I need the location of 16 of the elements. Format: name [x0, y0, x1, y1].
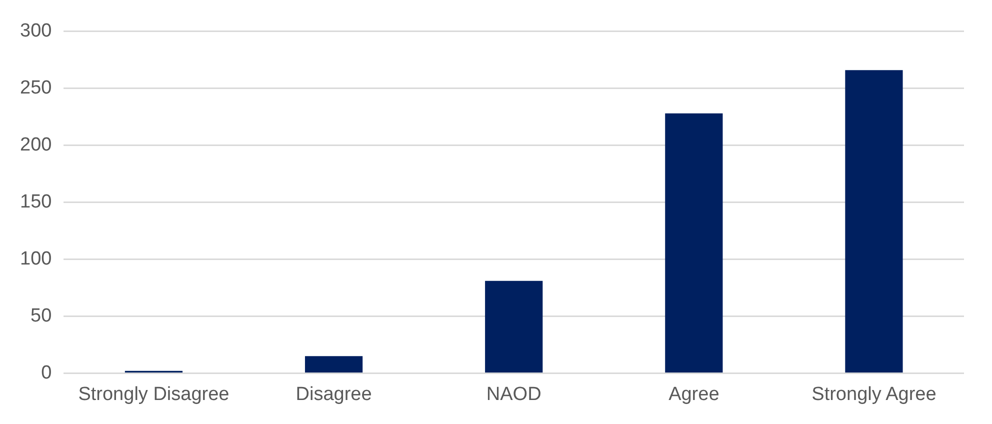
bar: [845, 70, 903, 372]
bar: [304, 356, 363, 372]
y-tick-label: 150: [20, 192, 52, 213]
y-tick-label: 300: [20, 20, 52, 42]
y-tick-label: 200: [20, 134, 52, 156]
x-tick-label: Disagree: [296, 384, 372, 405]
bar: [485, 280, 543, 372]
y-tick-label: 50: [30, 305, 52, 326]
y-tick-label: 0: [41, 362, 52, 384]
x-tick-label: Strongly Disagree: [78, 384, 230, 405]
y-tick-label: 250: [20, 78, 52, 99]
x-tick-label: Strongly Agree: [812, 384, 936, 405]
bar: [665, 113, 723, 372]
x-tick-label: Agree: [668, 384, 720, 405]
x-tick-label: NAOD: [486, 384, 542, 405]
y-tick-label: 100: [20, 248, 52, 270]
